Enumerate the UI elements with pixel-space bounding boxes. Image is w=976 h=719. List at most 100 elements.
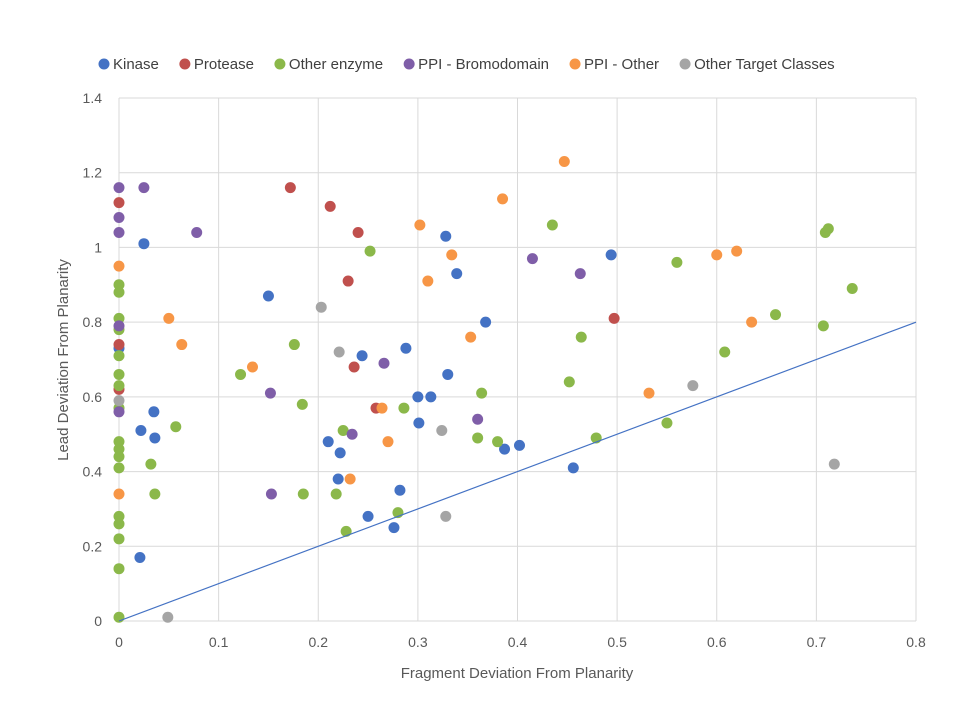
data-point [296, 398, 308, 410]
data-point [337, 424, 349, 436]
legend-marker [98, 58, 110, 70]
data-point [113, 197, 125, 209]
legend-marker [179, 58, 191, 70]
data-point [113, 339, 125, 351]
data-point [414, 219, 426, 231]
data-point [817, 320, 829, 332]
legend-marker [679, 58, 691, 70]
x-tick-label: 0.1 [209, 634, 229, 650]
data-point [288, 339, 300, 351]
data-point [711, 249, 723, 261]
data-point [567, 462, 579, 474]
data-point [333, 346, 345, 358]
gridlines [118, 97, 917, 622]
data-point [246, 361, 258, 373]
data-point [451, 268, 463, 280]
x-tick-labels: 0 0.1 0.2 0.3 0.4 0.5 0.6 0.7 0.8 [115, 634, 926, 650]
data-point [145, 458, 157, 470]
x-tick-label: 0.4 [508, 634, 528, 650]
legend-label: Kinase [113, 56, 159, 73]
data-point [822, 223, 834, 235]
series-ppi-bromodomain [113, 182, 586, 500]
data-point [332, 473, 344, 485]
data-point [163, 312, 175, 324]
data-point [442, 368, 454, 380]
data-point [113, 226, 125, 238]
data-point [687, 380, 699, 392]
data-point [113, 611, 125, 623]
y-tick-label: 0.6 [83, 389, 103, 405]
data-point [264, 387, 276, 399]
x-tick-label: 0 [115, 634, 123, 650]
trendline [118, 321, 917, 622]
data-point [388, 522, 400, 534]
data-point [770, 309, 782, 321]
data-point [334, 447, 346, 459]
data-point [340, 525, 352, 537]
y-tick-label: 0.2 [83, 538, 103, 554]
data-point [480, 316, 492, 328]
data-point [113, 563, 125, 575]
data-point [497, 193, 509, 205]
legend-label: PPI - Other [584, 56, 659, 73]
y-axis-title: Lead Deviation From Planarity [55, 259, 72, 461]
data-point [440, 230, 452, 242]
data-point [297, 488, 309, 500]
data-point [134, 551, 146, 563]
legend-label: PPI - Bromodomain [418, 56, 549, 73]
data-point [330, 488, 342, 500]
data-point [546, 219, 558, 231]
data-point [324, 200, 336, 212]
x-tick-label: 0.5 [607, 634, 627, 650]
data-point [499, 443, 511, 455]
data-point [574, 268, 586, 280]
data-point [113, 518, 125, 530]
data-point [719, 346, 731, 358]
data-point [148, 406, 160, 418]
data-point [176, 339, 188, 351]
data-point [191, 226, 203, 238]
x-tick-label: 0.3 [408, 634, 428, 650]
data-point [413, 417, 425, 429]
y-tick-label: 0 [94, 613, 102, 629]
x-axis-title: Fragment Deviation From Planarity [401, 665, 634, 682]
x-tick-label: 0.6 [707, 634, 727, 650]
data-point [113, 182, 125, 194]
data-point [348, 361, 360, 373]
y-tick-label: 0.8 [83, 314, 103, 330]
data-point [605, 249, 617, 261]
data-point [400, 342, 412, 354]
data-point [113, 350, 125, 362]
data-point [436, 424, 448, 436]
data-point [113, 212, 125, 224]
legend-label: Protease [194, 56, 254, 73]
data-point [575, 331, 587, 343]
data-point [608, 312, 620, 324]
data-point [446, 249, 458, 261]
data-point [113, 462, 125, 474]
data-point [113, 406, 125, 418]
data-point [364, 245, 376, 257]
data-point [465, 331, 477, 343]
data-point [113, 320, 125, 332]
data-point [284, 182, 296, 194]
data-point [149, 488, 161, 500]
data-point [828, 458, 840, 470]
data-point [425, 391, 437, 403]
data-point [342, 275, 354, 287]
data-point [113, 286, 125, 298]
data-point [398, 402, 410, 414]
x-tick-label: 0.7 [807, 634, 827, 650]
x-tick-label: 0.8 [906, 634, 926, 650]
data-point [346, 428, 358, 440]
data-point [558, 156, 570, 168]
data-point [472, 413, 484, 425]
data-point [113, 533, 125, 545]
y-tick-label: 0.4 [83, 464, 103, 480]
legend-item: Kinase [98, 56, 159, 73]
y-tick-label: 1.2 [83, 165, 103, 181]
data-point [476, 387, 488, 399]
data-point [113, 368, 125, 380]
legend-item: Protease [179, 56, 254, 73]
